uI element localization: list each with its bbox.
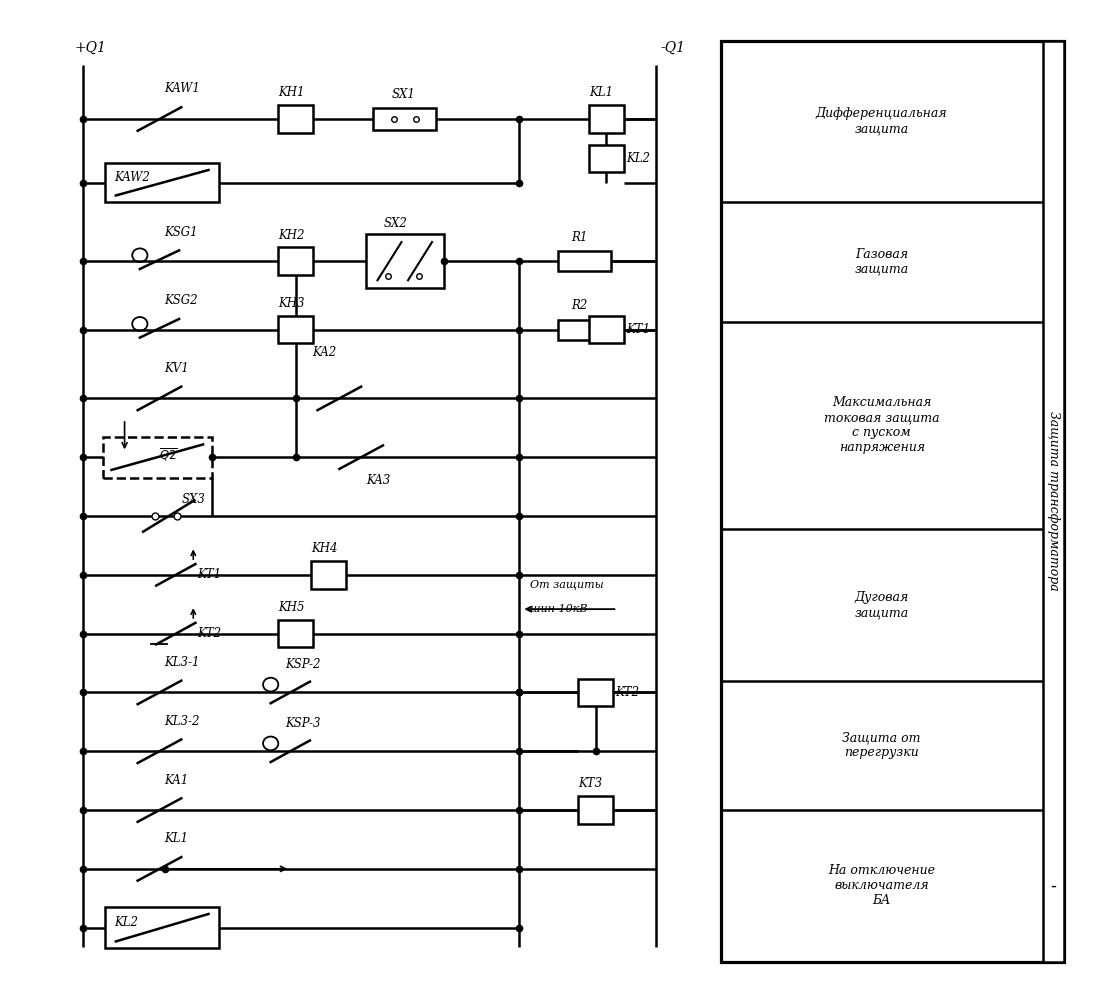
Text: +Q1: +Q1 xyxy=(74,41,106,55)
Text: KA2: KA2 xyxy=(313,346,337,359)
Bar xyxy=(312,561,345,589)
Text: KH4: KH4 xyxy=(312,543,338,555)
Text: -: - xyxy=(1050,877,1057,895)
Text: SX2: SX2 xyxy=(384,217,408,230)
Text: KL3-1: KL3-1 xyxy=(164,656,199,668)
Bar xyxy=(559,319,611,339)
Text: KH1: KH1 xyxy=(279,87,305,99)
Text: KL1: KL1 xyxy=(164,833,188,845)
Text: KSG1: KSG1 xyxy=(164,226,198,239)
Bar xyxy=(105,163,220,202)
Text: Газовая
защита: Газовая защита xyxy=(855,248,909,276)
Text: R2: R2 xyxy=(572,299,588,313)
Text: KH3: KH3 xyxy=(279,297,305,311)
Text: KAW1: KAW1 xyxy=(164,83,200,95)
Text: Защита трансформатора: Защита трансформатора xyxy=(1047,412,1060,591)
Text: На отключение
выключателя
БA: На отключение выключателя БA xyxy=(828,864,936,907)
Bar xyxy=(373,108,436,130)
Bar xyxy=(105,907,220,949)
Text: R1: R1 xyxy=(572,230,588,244)
Text: Защита от
перегрузки: Защита от перегрузки xyxy=(843,731,921,760)
Bar xyxy=(721,40,1065,962)
Bar xyxy=(279,248,314,275)
Text: KV1: KV1 xyxy=(164,362,189,375)
Bar xyxy=(578,796,613,824)
Text: KAW2: KAW2 xyxy=(114,171,150,185)
Bar xyxy=(1043,40,1065,962)
Text: SX3: SX3 xyxy=(181,493,205,506)
Bar xyxy=(279,317,314,343)
Text: -Q1: -Q1 xyxy=(661,41,686,55)
Text: KL2: KL2 xyxy=(626,151,650,165)
Text: KA1: KA1 xyxy=(164,774,188,786)
Text: KL3-2: KL3-2 xyxy=(164,715,199,727)
Bar xyxy=(578,678,613,706)
Text: KH5: KH5 xyxy=(279,601,305,614)
Text: KT2: KT2 xyxy=(198,627,222,640)
Text: KL2: KL2 xyxy=(114,916,138,929)
Bar xyxy=(589,145,624,172)
Text: KA3: KA3 xyxy=(366,474,391,487)
Text: Дуговая
защита: Дуговая защита xyxy=(855,591,909,619)
Text: От защиты: От защиты xyxy=(530,580,603,590)
Text: KT2: KT2 xyxy=(615,686,639,699)
Bar xyxy=(589,105,624,133)
Text: KH2: KH2 xyxy=(279,228,305,242)
Bar xyxy=(589,317,624,343)
Text: шин 10кВ: шин 10кВ xyxy=(530,605,588,614)
Bar xyxy=(559,252,611,271)
Text: KT1: KT1 xyxy=(198,568,222,581)
Text: KSP-3: KSP-3 xyxy=(285,717,320,729)
Bar xyxy=(103,436,212,478)
Text: Максимальная
токовая защита
с пуском
напряжения: Максимальная токовая защита с пуском нап… xyxy=(824,396,940,454)
Bar xyxy=(279,620,314,648)
Bar xyxy=(279,105,314,133)
Text: KL1: KL1 xyxy=(589,87,613,99)
Text: $\overline{Q2}$: $\overline{Q2}$ xyxy=(158,446,177,463)
Text: KSG2: KSG2 xyxy=(164,294,198,308)
Text: Дифференциальная
защита: Дифференциальная защита xyxy=(816,107,948,136)
Text: KSP-2: KSP-2 xyxy=(285,658,320,670)
Text: KT3: KT3 xyxy=(578,778,602,790)
Text: SX1: SX1 xyxy=(391,88,415,101)
Bar xyxy=(365,234,444,288)
Text: KT1: KT1 xyxy=(626,323,650,336)
